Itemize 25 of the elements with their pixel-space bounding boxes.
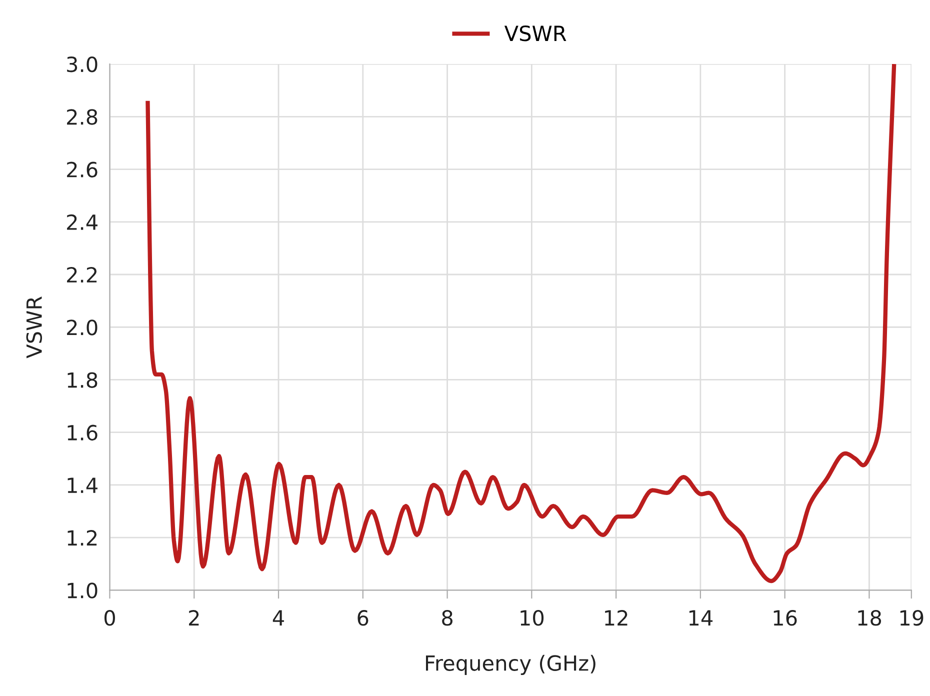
y-tick-label: 2.2 <box>67 266 97 282</box>
y-tick-label: 1.8 <box>68 372 98 388</box>
y-tick-label: 2.6 <box>67 162 98 178</box>
x-tick-label: 2 <box>189 610 199 626</box>
y-tick-label: 2.8 <box>67 109 98 125</box>
y-tick-label: 3.0 <box>67 56 98 72</box>
x-tick-label: 16 <box>774 610 797 626</box>
y-tick-label: 2.4 <box>67 214 98 230</box>
x-tick-label: 19 <box>900 610 924 626</box>
x-tick-label: 4 <box>272 610 284 626</box>
x-tick-label: 18 <box>858 610 882 626</box>
legend-label: VSWR <box>504 25 566 42</box>
y-tick-label: 1.4 <box>68 478 98 493</box>
y-axis-title: VSWR <box>26 296 42 358</box>
x-tick-label: 14 <box>689 610 713 626</box>
x-tick-label: 8 <box>442 610 452 626</box>
y-tick-label: 2.0 <box>67 320 98 336</box>
x-axis-title: Frequency (GHz) <box>426 654 596 675</box>
x-tick-label: 6 <box>358 610 368 626</box>
y-tick-label: 1.2 <box>68 530 97 546</box>
x-tick-label: 10 <box>520 610 544 626</box>
y-tick-label: 1.6 <box>68 424 98 441</box>
y-tick-label: 1.0 <box>68 582 98 598</box>
x-tick-label: 0 <box>104 610 115 626</box>
x-tick-label: 12 <box>605 610 628 626</box>
